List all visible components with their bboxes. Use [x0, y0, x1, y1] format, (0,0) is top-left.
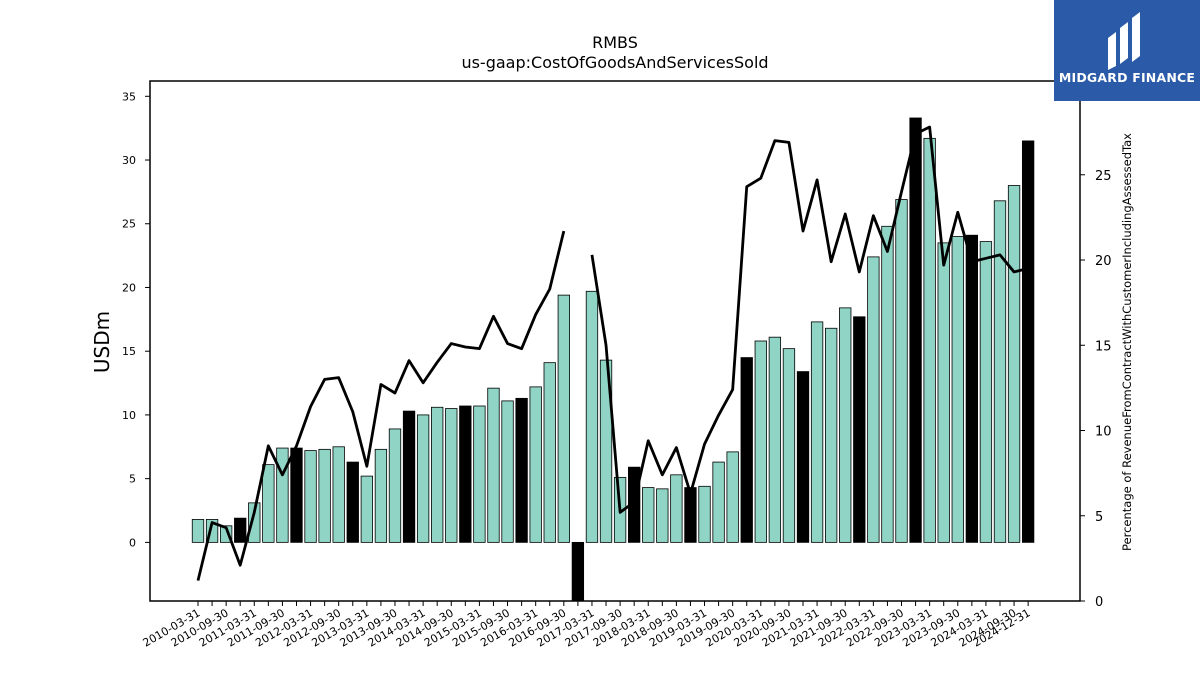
bar-2020-12-31: [796, 371, 810, 543]
bar-series: [191, 117, 1035, 602]
plot-frame: [149, 80, 1081, 602]
bar-2010-06-30: [205, 519, 219, 543]
brand-name: MIDGARD FINANCE: [1058, 70, 1196, 85]
bar-2019-12-31: [740, 357, 753, 543]
bar-2016-12-31: [571, 541, 585, 602]
bar-2023-12-31: [965, 234, 978, 543]
bar-2024-09-30: [1007, 185, 1021, 543]
x-axis: 2010-03-312010-09-302011-03-312011-09-30…: [141, 601, 1033, 650]
bar-2020-09-30: [782, 348, 796, 543]
y2-axis-label: Percentage of RevenueFromContractWithCus…: [1120, 133, 1134, 551]
bar-2023-09-30: [951, 236, 964, 543]
bar-2022-09-30: [895, 199, 908, 543]
bar-2012-03-31: [304, 450, 317, 543]
y-tick-label: 5: [129, 473, 136, 486]
logo-mark-icon: [1108, 12, 1140, 70]
y-axis-label: USDm: [90, 311, 114, 373]
bar-2023-03-31: [923, 137, 936, 543]
bar-2015-12-31: [515, 397, 528, 543]
bar-2019-09-30: [726, 451, 739, 543]
bar-2022-03-31: [867, 256, 880, 543]
y-axis: 0 5 10 15 20 25 30 35: [122, 90, 150, 549]
bar-2012-12-31: [346, 461, 359, 543]
bar-2021-09-30: [839, 307, 852, 543]
bar-2018-03-31: [642, 487, 655, 543]
y-tick-label: 25: [122, 218, 136, 231]
bar-2012-09-30: [332, 446, 345, 543]
bar-2010-09-30: [219, 525, 233, 543]
chart-subtitle: us-gaap:CostOfGoodsAndServicesSold: [461, 53, 768, 72]
bar-2014-09-30: [445, 408, 458, 543]
y-tick-label: 0: [129, 536, 136, 549]
bar-2022-12-31: [909, 117, 922, 543]
bar-2021-03-31: [810, 321, 824, 543]
bar-2011-06-30: [262, 464, 275, 543]
bar-2024-03-31: [979, 241, 993, 543]
bar-2017-03-31: [585, 290, 599, 543]
y2-tick-label: 20: [1095, 254, 1112, 269]
bar-2011-03-31: [248, 502, 261, 543]
bar-2015-09-30: [501, 400, 514, 543]
bar-2014-06-30: [431, 406, 444, 543]
y-tick-label: 15: [122, 345, 136, 358]
bar-2018-09-30: [670, 474, 683, 543]
bar-2021-12-31: [853, 316, 866, 543]
bar-2023-06-30: [937, 242, 950, 543]
bar-2020-03-31: [754, 340, 767, 543]
bar-2024-06-30: [993, 200, 1007, 543]
bar-2013-06-30: [374, 448, 388, 543]
bar-2019-06-30: [712, 461, 725, 543]
y2-tick-label: 15: [1095, 339, 1112, 354]
bar-2010-03-31: [191, 519, 205, 543]
brand-logo: MIDGARD FINANCE: [1054, 0, 1200, 101]
bar-2014-03-31: [416, 414, 430, 543]
bar-2019-03-31: [698, 485, 711, 543]
y2-tick-label: 10: [1095, 425, 1112, 440]
bar-2021-06-30: [825, 327, 838, 543]
bar-2018-06-30: [656, 488, 669, 543]
y2-axis: 0 5 10 15 20 25: [1080, 169, 1112, 610]
y-tick-label: 20: [122, 281, 136, 294]
y-tick-label: 35: [122, 90, 136, 103]
line-path: [196, 125, 1029, 581]
bar-2016-09-30: [557, 294, 570, 543]
bar-2014-12-31: [459, 405, 472, 543]
bar-2016-06-30: [543, 362, 556, 543]
bar-2016-03-31: [529, 386, 542, 543]
bar-2010-12-31: [234, 517, 247, 543]
bar-2015-06-30: [487, 387, 500, 543]
bar-2020-06-30: [768, 336, 782, 543]
y-tick-label: 30: [122, 154, 136, 167]
y2-tick-label: 5: [1095, 510, 1103, 525]
bar-2013-12-31: [402, 410, 416, 543]
bar-2018-12-31: [684, 487, 697, 543]
bar-2022-06-30: [881, 225, 894, 543]
bar-2013-03-31: [360, 475, 373, 543]
y2-tick-label: 25: [1095, 169, 1112, 184]
bar-2011-09-30: [276, 447, 289, 543]
chart-title: RMBS: [592, 33, 638, 52]
bar-2024-12-31: [1021, 140, 1035, 543]
bar-2012-06-30: [318, 448, 331, 543]
line-series: [196, 125, 1029, 581]
bar-2011-12-31: [290, 447, 303, 543]
bar-2015-03-31: [473, 405, 486, 543]
bar-2013-09-30: [388, 428, 402, 543]
y-tick-label: 10: [122, 409, 136, 422]
y2-tick-label: 0: [1095, 595, 1103, 610]
